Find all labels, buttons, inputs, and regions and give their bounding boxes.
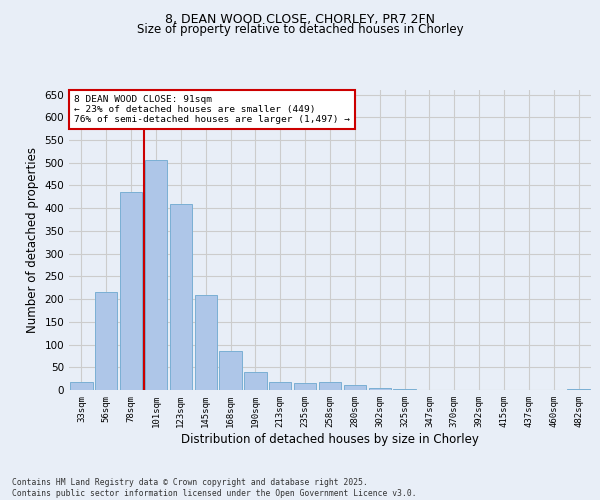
Bar: [194, 294, 217, 390]
Bar: [244, 372, 266, 390]
X-axis label: Distribution of detached houses by size in Chorley: Distribution of detached houses by size …: [181, 432, 479, 446]
Text: 8, DEAN WOOD CLOSE, CHORLEY, PR7 2FN: 8, DEAN WOOD CLOSE, CHORLEY, PR7 2FN: [165, 12, 435, 26]
Bar: [95, 292, 118, 390]
Bar: [568, 389, 590, 390]
Bar: [120, 192, 142, 390]
Text: Contains HM Land Registry data © Crown copyright and database right 2025.
Contai: Contains HM Land Registry data © Crown c…: [12, 478, 416, 498]
Bar: [294, 383, 316, 390]
Text: 8 DEAN WOOD CLOSE: 91sqm
← 23% of detached houses are smaller (449)
76% of semi-: 8 DEAN WOOD CLOSE: 91sqm ← 23% of detach…: [74, 94, 350, 124]
Bar: [368, 388, 391, 390]
Text: Size of property relative to detached houses in Chorley: Size of property relative to detached ho…: [137, 22, 463, 36]
Bar: [344, 384, 366, 390]
Bar: [220, 352, 242, 390]
Bar: [170, 204, 192, 390]
Bar: [394, 389, 416, 390]
Y-axis label: Number of detached properties: Number of detached properties: [26, 147, 39, 333]
Bar: [145, 160, 167, 390]
Bar: [70, 382, 92, 390]
Bar: [269, 382, 292, 390]
Bar: [319, 382, 341, 390]
